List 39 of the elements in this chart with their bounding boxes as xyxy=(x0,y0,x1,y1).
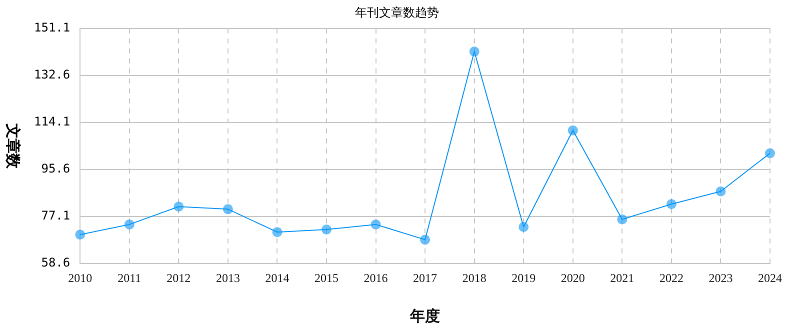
y-tick-label: 114.1 xyxy=(34,114,70,129)
x-tick-label: 2020 xyxy=(560,270,585,285)
point xyxy=(617,214,628,224)
y-tick-label: 58.6 xyxy=(41,256,70,270)
point xyxy=(469,46,480,57)
y-tick-label: 151.1 xyxy=(34,20,70,35)
point xyxy=(370,219,381,230)
point xyxy=(765,148,775,158)
x-axis-title: 年度 xyxy=(409,306,440,325)
x-tick-label: 2017 xyxy=(413,270,438,285)
y-tick-label: 77.1 xyxy=(41,208,70,223)
chart-title: 年刊文章数趋势 xyxy=(355,5,439,20)
point xyxy=(322,224,332,235)
x-tick-label: 2016 xyxy=(364,270,388,285)
y-tick-label: 132.6 xyxy=(34,68,70,82)
x-tick-label: 2018 xyxy=(462,270,486,285)
x-tick-label: 2023 xyxy=(708,270,733,285)
point xyxy=(124,219,134,230)
point xyxy=(518,222,529,232)
point xyxy=(666,199,676,210)
x-tick-label: 2010 xyxy=(68,270,92,285)
point xyxy=(568,125,578,136)
x-tick-label: 2019 xyxy=(512,270,536,285)
x-tick-label: 2011 xyxy=(118,270,142,285)
point xyxy=(716,186,726,196)
point xyxy=(272,227,282,238)
point xyxy=(174,202,184,212)
point xyxy=(75,230,86,240)
point xyxy=(420,234,430,245)
point xyxy=(222,204,233,214)
x-tick-label: 2014 xyxy=(265,270,290,285)
x-tick-label: 2015 xyxy=(314,270,339,285)
x-tick-label: 2024 xyxy=(758,270,782,285)
x-tick-label: 2013 xyxy=(216,270,240,285)
x-tick-label: 2012 xyxy=(166,270,191,285)
x-tick-label: 2021 xyxy=(610,270,634,285)
y-tick-label: 95.6 xyxy=(41,162,70,176)
x-tick-label: 2022 xyxy=(659,270,684,285)
y-axis-title: 文章数 xyxy=(4,122,22,170)
